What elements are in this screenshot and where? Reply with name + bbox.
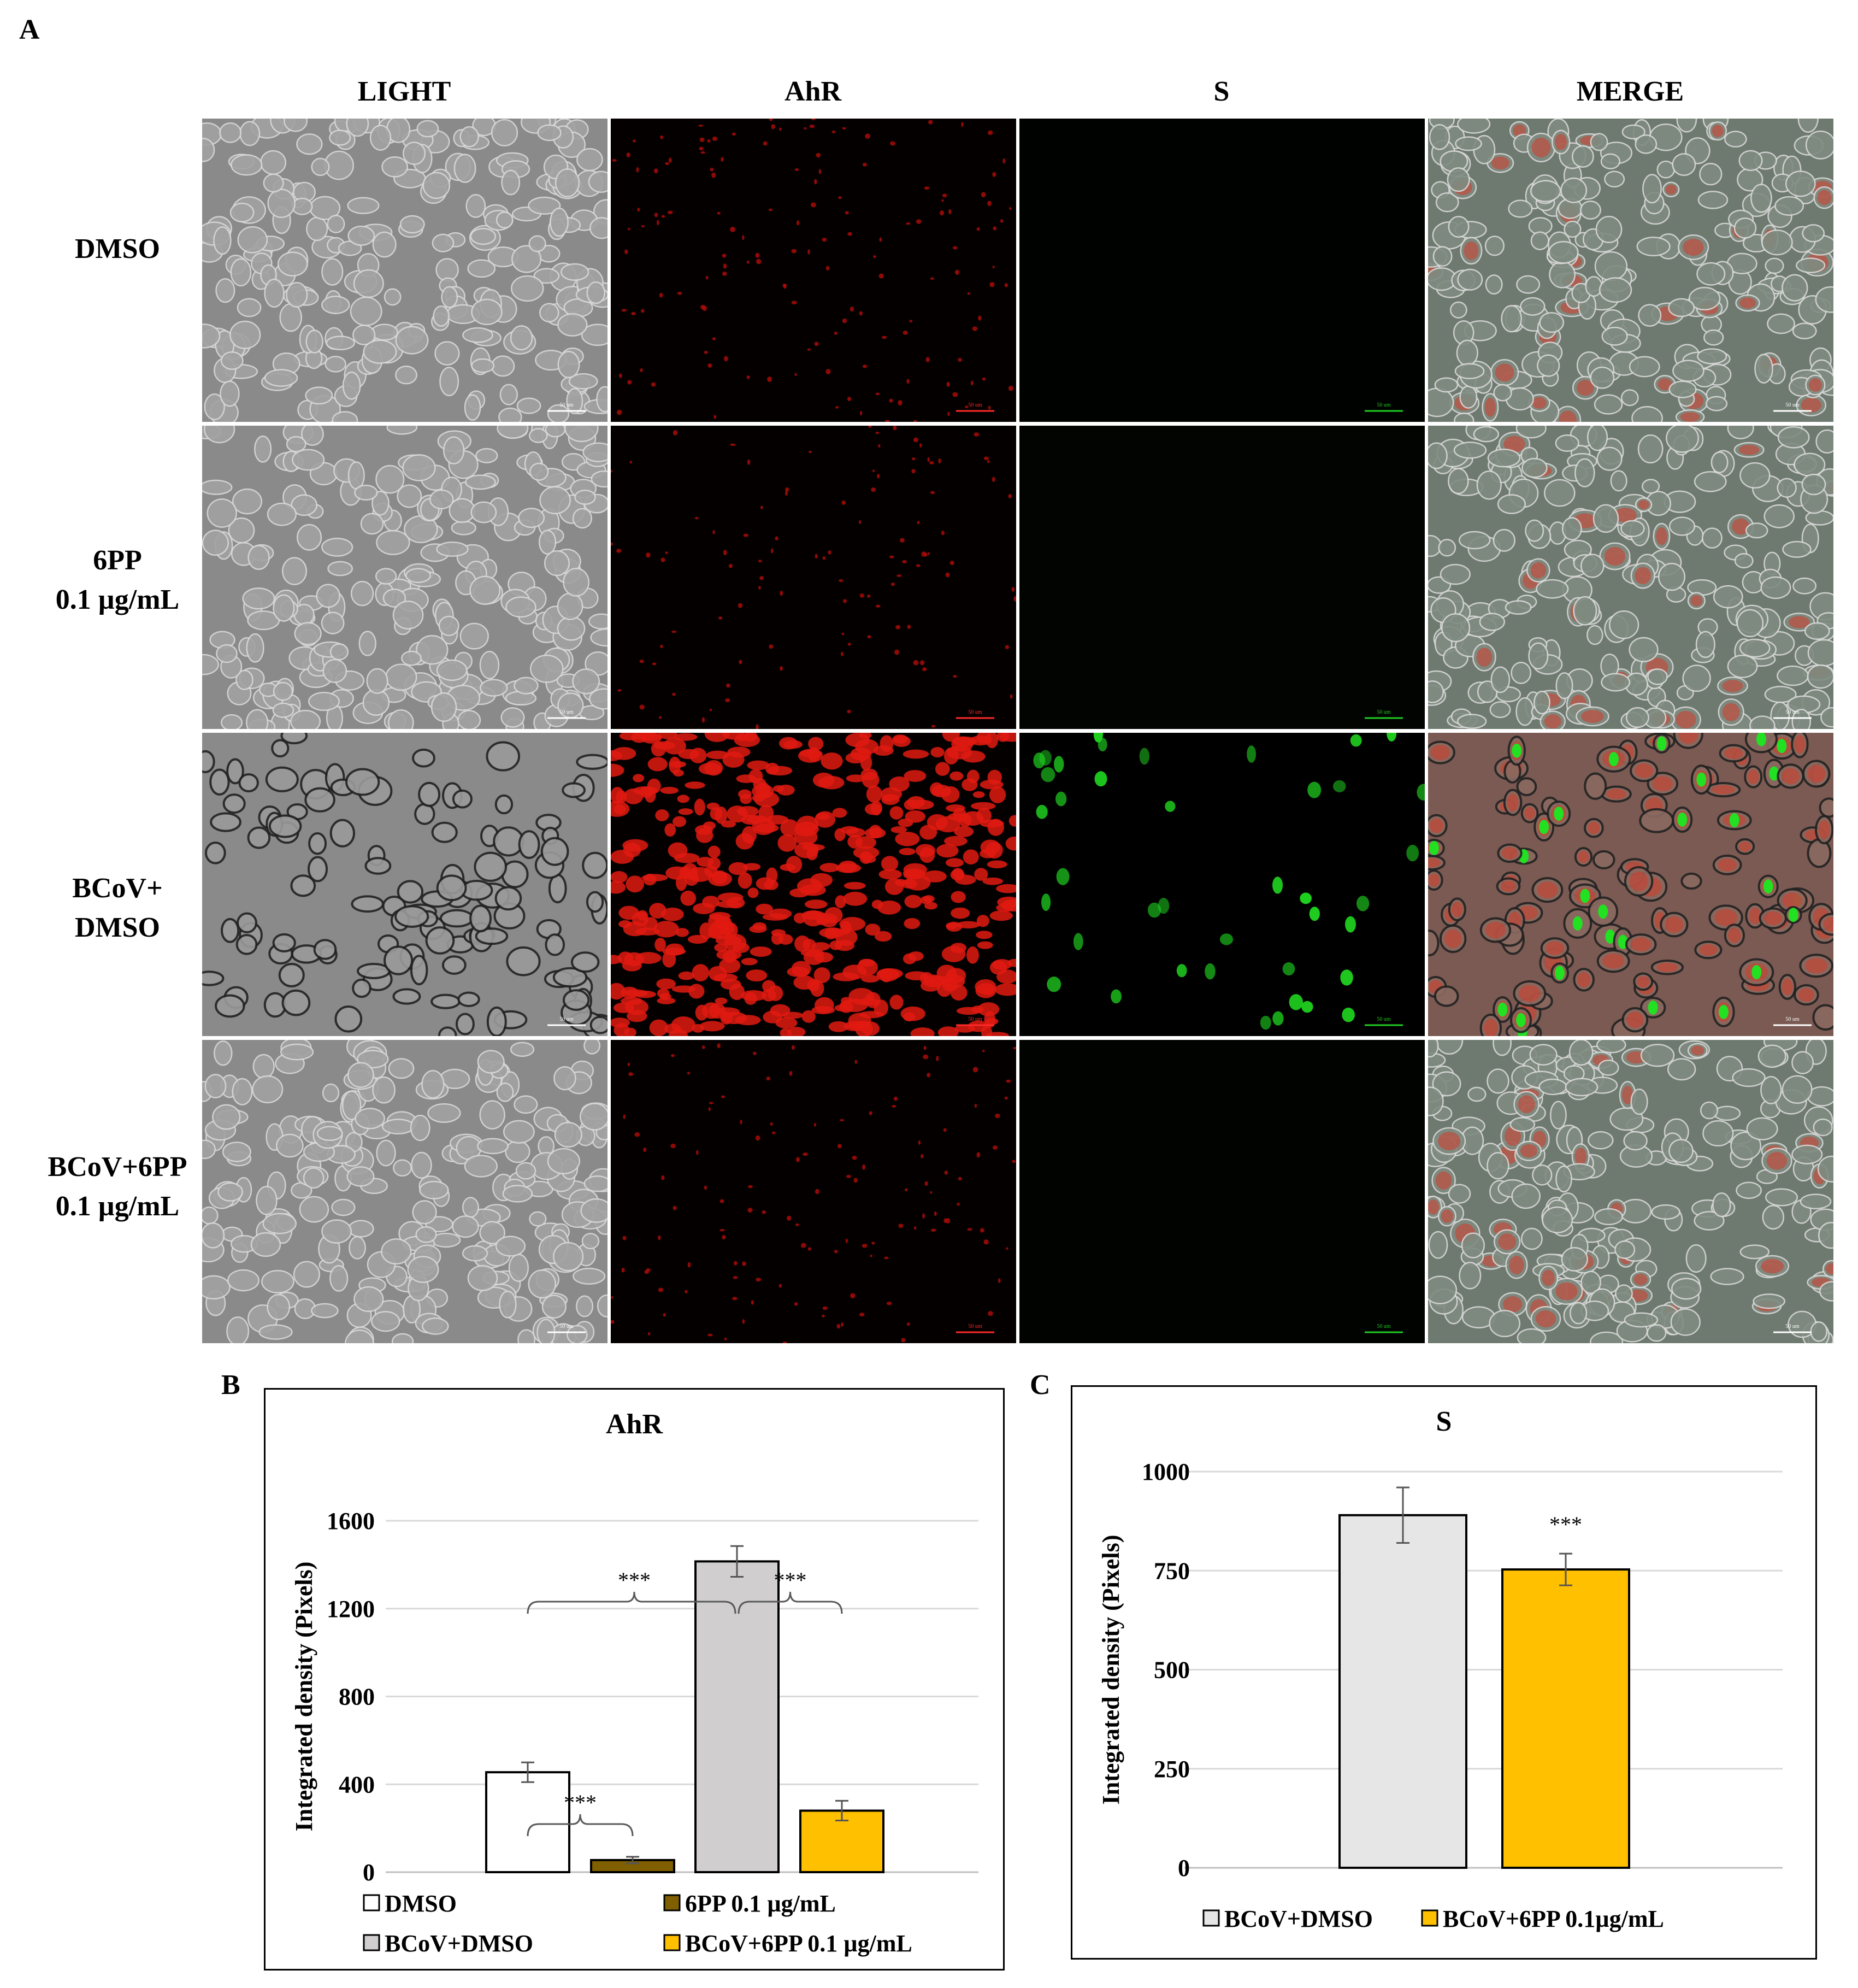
y-tick-label: 250 bbox=[1154, 1756, 1190, 1783]
chart-c-frame: S 0 250 500 750 1000 Integrated density (Pixel… bbox=[1071, 1385, 1817, 1960]
column-header-ahr: AhR bbox=[784, 76, 842, 107]
y-tick-label: 0 bbox=[363, 1859, 375, 1886]
svg-text:50 um: 50 um bbox=[1785, 1016, 1800, 1022]
error-bar-2 bbox=[730, 1545, 744, 1578]
bar-2 bbox=[694, 1560, 780, 1873]
legend-swatch bbox=[363, 1894, 380, 1911]
legend-item-3: BCoV+6PP 0.1 µg/mL bbox=[663, 1930, 912, 1957]
chart-b-frame: AhR 0 400 800 1200 1600 Integrated density (Pi… bbox=[264, 1388, 1005, 1971]
y-tick-label: 800 bbox=[339, 1684, 375, 1710]
error-bar-1 bbox=[626, 1856, 639, 1865]
significance-bracket bbox=[738, 1591, 843, 1614]
micrograph-bcov-dmso-ahr: 50 um bbox=[611, 733, 1016, 1036]
micrograph-6pp-s: 50 um bbox=[1019, 426, 1425, 729]
svg-text:50 um: 50 um bbox=[968, 402, 982, 408]
svg-text:50 um: 50 um bbox=[1785, 402, 1800, 408]
legend-label: BCoV+DMSO bbox=[1224, 1905, 1373, 1932]
legend-swatch bbox=[663, 1934, 681, 1951]
svg-text:50 um: 50 um bbox=[1785, 709, 1800, 715]
row-label-bcov-dmso: BCoV+ DMSO bbox=[72, 873, 163, 943]
significance-bracket bbox=[527, 1591, 736, 1614]
micrograph-bcov-6pp-merge: 50 um bbox=[1428, 1040, 1833, 1343]
significance-label: *** bbox=[774, 1568, 807, 1592]
legend-label: BCoV+6PP 0.1 µg/mL bbox=[685, 1930, 912, 1957]
bar-0 bbox=[1338, 1514, 1467, 1869]
svg-text:50 um: 50 um bbox=[559, 1324, 574, 1330]
legend-swatch bbox=[363, 1934, 380, 1951]
legend-label: BCoV+6PP 0.1µg/mL bbox=[1443, 1905, 1664, 1932]
legend-item-1: BCoV+6PP 0.1µg/mL bbox=[1421, 1905, 1664, 1932]
significance-label: *** bbox=[564, 1790, 597, 1815]
error-bar-0 bbox=[1396, 1486, 1409, 1544]
legend-item-0: BCoV+DMSO bbox=[1202, 1905, 1373, 1932]
row-label-6pp: 6PP 0.1 µg/mL bbox=[55, 545, 180, 615]
micrograph-bcov-6pp-ahr: 50 um bbox=[611, 1040, 1016, 1343]
micrograph-6pp-merge: 50 um bbox=[1428, 426, 1833, 729]
significance-bracket bbox=[527, 1814, 634, 1837]
svg-text:50 um: 50 um bbox=[559, 1016, 574, 1022]
column-header-light: LIGHT bbox=[357, 76, 451, 107]
y-tick-label: 400 bbox=[339, 1771, 375, 1798]
micrograph-bcov-dmso-light: 50 um bbox=[202, 733, 607, 1036]
micrograph-bcov-6pp-s: 50 um bbox=[1019, 1040, 1425, 1343]
chart-title: AhR bbox=[606, 1409, 663, 1440]
micrograph-bcov-dmso-merge: 50 um bbox=[1428, 733, 1833, 1036]
legend-label: BCoV+DMSO bbox=[385, 1930, 533, 1957]
y-tick-label: 0 bbox=[1178, 1855, 1190, 1881]
legend-swatch bbox=[663, 1894, 681, 1911]
legend-item-1: 6PP 0.1 µg/mL bbox=[663, 1890, 836, 1917]
panel-a-letter: A bbox=[19, 14, 40, 45]
legend-item-2: BCoV+DMSO bbox=[363, 1930, 533, 1957]
column-header-s: S bbox=[1213, 76, 1230, 107]
legend-label: 6PP 0.1 µg/mL bbox=[685, 1890, 836, 1917]
svg-text:50 um: 50 um bbox=[559, 402, 574, 408]
chart-b: AhR 0 400 800 1200 1600 Integrated density (Pi… bbox=[291, 1409, 978, 1957]
y-tick-label: 500 bbox=[1154, 1657, 1190, 1684]
micrograph-bcov-6pp-light: 50 um bbox=[202, 1040, 607, 1343]
micrograph-dmso-ahr: 50 um bbox=[611, 119, 1016, 422]
bar-0 bbox=[485, 1771, 570, 1873]
bar-1 bbox=[1501, 1568, 1630, 1869]
svg-text:50 um: 50 um bbox=[968, 709, 982, 715]
micrograph-dmso-merge: 50 um bbox=[1428, 119, 1833, 422]
y-tick-label: 750 bbox=[1154, 1557, 1190, 1584]
error-bar-1 bbox=[1559, 1552, 1572, 1586]
micrograph-6pp-light: 50 um bbox=[202, 426, 607, 729]
legend-item-0: DMSO bbox=[363, 1890, 457, 1917]
chart-title: S bbox=[1436, 1406, 1452, 1437]
svg-text:50 um: 50 um bbox=[1785, 1324, 1800, 1330]
micrograph-6pp-ahr: 50 um bbox=[611, 426, 1016, 729]
y-axis-label: Integrated density (Pixels) bbox=[1098, 1535, 1124, 1805]
legend-swatch bbox=[1202, 1909, 1220, 1927]
y-tick-label: 1600 bbox=[327, 1508, 375, 1534]
error-bar-3 bbox=[835, 1799, 848, 1822]
micrograph-dmso-light: 50 um bbox=[202, 119, 607, 422]
svg-text:50 um: 50 um bbox=[968, 1324, 982, 1330]
svg-text:50 um: 50 um bbox=[1377, 402, 1391, 408]
micrograph-bcov-dmso-s: 50 um bbox=[1019, 733, 1425, 1036]
row-label-bcov-6pp: BCoV+6PP 0.1 µg/mL bbox=[48, 1151, 187, 1222]
svg-text:50 um: 50 um bbox=[1377, 1016, 1391, 1022]
significance-label: *** bbox=[1549, 1512, 1582, 1537]
chart-c: S 0 250 500 750 1000 Integrated density (Pixel… bbox=[1098, 1406, 1783, 1932]
panel-b-letter: B bbox=[221, 1369, 240, 1401]
svg-text:50 um: 50 um bbox=[1377, 1324, 1391, 1330]
panel-c-letter: C bbox=[1030, 1369, 1051, 1401]
significance-label: *** bbox=[618, 1568, 651, 1592]
micrograph-dmso-s: 50 um bbox=[1019, 119, 1425, 422]
row-label-dmso: DMSO bbox=[75, 233, 160, 264]
column-header-merge: MERGE bbox=[1576, 76, 1684, 107]
svg-text:50 um: 50 um bbox=[559, 709, 574, 715]
error-bar-0 bbox=[521, 1761, 534, 1783]
y-tick-label: 1000 bbox=[1142, 1458, 1190, 1485]
y-axis-label: Integrated density (Pixels) bbox=[291, 1562, 317, 1832]
legend-swatch bbox=[1421, 1909, 1438, 1927]
svg-text:50 um: 50 um bbox=[968, 1016, 982, 1022]
y-tick-label: 1200 bbox=[327, 1596, 375, 1622]
legend-label: DMSO bbox=[385, 1890, 457, 1917]
svg-text:50 um: 50 um bbox=[1377, 709, 1391, 715]
